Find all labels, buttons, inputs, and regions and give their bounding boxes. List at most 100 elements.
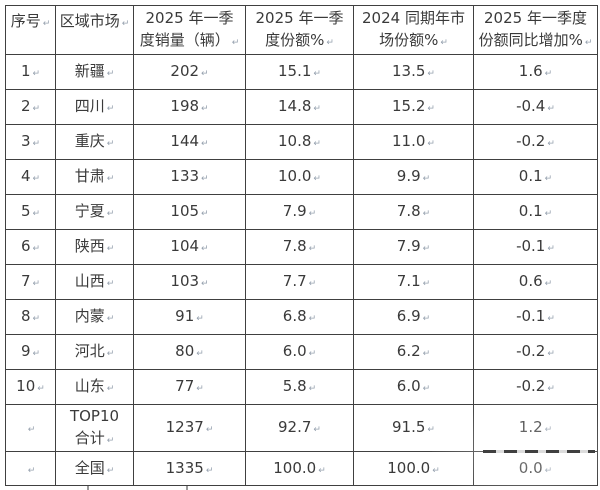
cell-share-2024: 7.9	[353, 229, 474, 265]
return-mark-icon	[105, 202, 115, 220]
table-row-national-total: 全国 1335 100.0 100.0 0.0	[5, 451, 598, 486]
header-sales-2025q1: 2025 年一季 度销量（辆）	[133, 5, 246, 55]
return-mark-icon	[26, 459, 36, 477]
cell-share-2025: 10.8	[245, 124, 354, 160]
return-mark-icon	[31, 307, 41, 325]
cell-change: 1.6	[473, 54, 598, 90]
return-mark-icon	[425, 132, 435, 150]
header-share-change: 2025 年一季度 份额同比增加%	[473, 5, 598, 55]
cell-serial: 6	[5, 229, 56, 265]
cell-sales: 104	[133, 229, 246, 265]
return-mark-icon	[545, 237, 555, 255]
header-serial: 序号	[5, 5, 56, 55]
return-mark-icon	[307, 342, 317, 360]
return-mark-icon	[41, 12, 51, 30]
cell-share-2025: 7.8	[245, 229, 354, 265]
header-label: 序号	[10, 12, 41, 30]
return-mark-icon	[194, 342, 204, 360]
table-row: 2 四川 198 14.8 15.2 -0.4	[5, 89, 598, 125]
table-row: 8 内蒙 91 6.8 6.9 -0.1	[5, 299, 598, 335]
return-mark-icon	[105, 342, 115, 360]
table-row: 7 山西 103 7.7 7.1 0.6	[5, 264, 598, 300]
cell-share-2025: 6.8	[245, 299, 354, 335]
header-label: 2025 年一季度	[484, 9, 587, 28]
return-mark-icon	[545, 377, 555, 395]
return-mark-icon	[199, 132, 209, 150]
cell-serial	[5, 404, 56, 452]
cell-share-2025: 15.1	[245, 54, 354, 90]
return-mark-icon	[311, 97, 321, 115]
table-row: 1 新疆 202 15.1 13.5 1.6	[5, 54, 598, 90]
return-mark-icon	[583, 31, 593, 49]
return-mark-icon	[31, 342, 41, 360]
cell-share-2024: 100.0	[353, 451, 474, 486]
cell-region: 陕西	[55, 229, 134, 265]
cell-change: -0.2	[473, 124, 598, 160]
cell-share-2025: 6.0	[245, 334, 354, 370]
cell-sales: 103	[133, 264, 246, 300]
return-mark-icon	[324, 31, 334, 49]
return-mark-icon	[421, 307, 431, 325]
return-mark-icon	[26, 418, 36, 436]
cell-sales: 77	[133, 369, 246, 405]
cell-serial	[5, 451, 56, 486]
return-mark-icon	[421, 202, 431, 220]
return-mark-icon	[307, 377, 317, 395]
cell-change: -0.1	[473, 229, 598, 265]
cell-share-2024: 7.1	[353, 264, 474, 300]
return-mark-icon	[543, 272, 553, 290]
cell-serial: 5	[5, 194, 56, 230]
return-mark-icon	[421, 237, 431, 255]
return-mark-icon	[105, 132, 115, 150]
return-mark-icon	[31, 202, 41, 220]
return-mark-icon	[194, 377, 204, 395]
cell-sales: 144	[133, 124, 246, 160]
return-mark-icon	[425, 418, 435, 436]
cell-change: 0.1	[473, 194, 598, 230]
cell-serial: 4	[5, 159, 56, 195]
return-mark-icon	[199, 97, 209, 115]
return-mark-icon	[421, 167, 431, 185]
return-mark-icon	[421, 272, 431, 290]
return-mark-icon	[194, 307, 204, 325]
cell-share-2024: 13.5	[353, 54, 474, 90]
cell-share-2025: 14.8	[245, 89, 354, 125]
cell-serial: 9	[5, 334, 56, 370]
cell-sales: 198	[133, 89, 246, 125]
return-mark-icon	[31, 132, 41, 150]
return-mark-icon	[545, 307, 555, 325]
return-mark-icon	[430, 459, 440, 477]
cell-share-2025: 7.9	[245, 194, 354, 230]
cell-serial: 2	[5, 89, 56, 125]
return-mark-icon	[105, 62, 115, 80]
header-label: 度销量（辆）	[139, 31, 230, 49]
return-mark-icon	[204, 459, 214, 477]
cell-share-2025: 92.7	[245, 404, 354, 452]
regional-market-table: 序号 区域市场 2025 年一季 度销量（辆） 2025 年一季 度份额% 20…	[5, 5, 598, 486]
return-mark-icon	[199, 202, 209, 220]
cell-share-2025: 7.7	[245, 264, 354, 300]
return-mark-icon	[545, 342, 555, 360]
cell-change: -0.2	[473, 369, 598, 405]
header-label: 场份额%	[379, 31, 439, 49]
cell-share-2024: 6.0	[353, 369, 474, 405]
return-mark-icon	[311, 418, 321, 436]
return-mark-icon	[543, 459, 553, 477]
cell-change: -0.2	[473, 334, 598, 370]
cell-share-2025: 100.0	[245, 451, 354, 486]
return-mark-icon	[105, 272, 115, 290]
header-label: 2024 同期年市	[362, 9, 465, 28]
cell-region: 重庆	[55, 124, 134, 160]
cell-share-2024: 6.2	[353, 334, 474, 370]
return-mark-icon	[438, 31, 448, 49]
cell-share-2024: 11.0	[353, 124, 474, 160]
return-mark-icon	[421, 342, 431, 360]
table-row: 3 重庆 144 10.8 11.0 -0.2	[5, 124, 598, 160]
cell-serial: 1	[5, 54, 56, 90]
return-mark-icon	[543, 167, 553, 185]
cell-share-2024: 6.9	[353, 299, 474, 335]
header-label: 度份额%	[265, 31, 325, 49]
return-mark-icon	[105, 237, 115, 255]
cell-region: 全国	[55, 451, 134, 486]
return-mark-icon	[31, 62, 41, 80]
